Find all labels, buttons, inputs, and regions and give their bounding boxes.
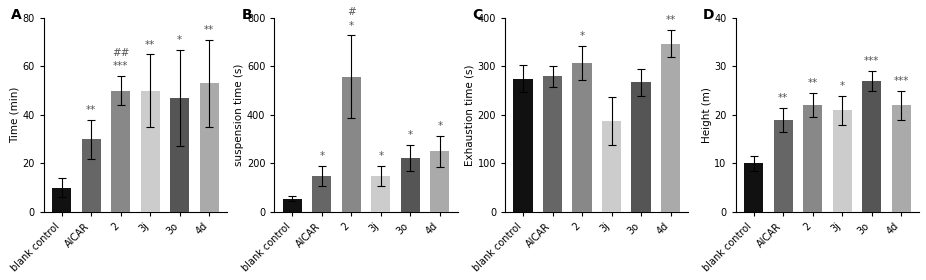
Bar xyxy=(744,164,763,212)
Text: C: C xyxy=(472,8,482,22)
Bar xyxy=(803,105,822,212)
Bar xyxy=(81,139,101,212)
Bar xyxy=(141,91,160,212)
Text: B: B xyxy=(242,8,252,22)
Text: A: A xyxy=(11,8,21,22)
Text: ***: *** xyxy=(113,61,129,71)
Text: #: # xyxy=(347,7,356,17)
Bar xyxy=(371,176,391,212)
Text: *: * xyxy=(379,151,383,162)
Text: D: D xyxy=(703,8,714,22)
Text: *: * xyxy=(437,121,443,131)
Text: ##: ## xyxy=(112,48,130,58)
Bar xyxy=(773,120,793,212)
Bar xyxy=(431,151,449,212)
Y-axis label: Exhaustion time (s): Exhaustion time (s) xyxy=(465,64,475,166)
Bar xyxy=(170,98,190,212)
Text: **: ** xyxy=(86,105,96,115)
Bar xyxy=(862,81,882,212)
Bar xyxy=(111,91,131,212)
Text: *: * xyxy=(319,151,324,162)
Bar xyxy=(342,77,361,212)
Text: **: ** xyxy=(666,15,676,25)
Bar xyxy=(572,63,592,212)
Text: *: * xyxy=(407,130,413,140)
Bar xyxy=(892,105,910,212)
Y-axis label: suspension time (s): suspension time (s) xyxy=(234,64,244,166)
Y-axis label: Time (min): Time (min) xyxy=(9,87,19,143)
Text: *: * xyxy=(840,81,845,91)
Bar xyxy=(832,110,852,212)
Y-axis label: Height (m): Height (m) xyxy=(702,87,711,143)
Text: *: * xyxy=(580,31,584,41)
Bar xyxy=(543,76,562,212)
Text: *: * xyxy=(349,21,354,31)
Text: *: * xyxy=(177,35,182,45)
Text: ***: *** xyxy=(894,76,908,86)
Text: **: ** xyxy=(204,25,215,35)
Bar xyxy=(602,121,621,212)
Bar xyxy=(282,199,302,212)
Bar xyxy=(312,176,332,212)
Text: **: ** xyxy=(778,93,788,103)
Text: ***: *** xyxy=(864,57,880,66)
Bar xyxy=(513,79,532,212)
Bar xyxy=(52,188,71,212)
Text: **: ** xyxy=(807,78,818,88)
Bar xyxy=(661,44,680,212)
Bar xyxy=(401,158,420,212)
Bar xyxy=(200,83,219,212)
Text: **: ** xyxy=(145,39,156,50)
Bar xyxy=(632,83,651,212)
